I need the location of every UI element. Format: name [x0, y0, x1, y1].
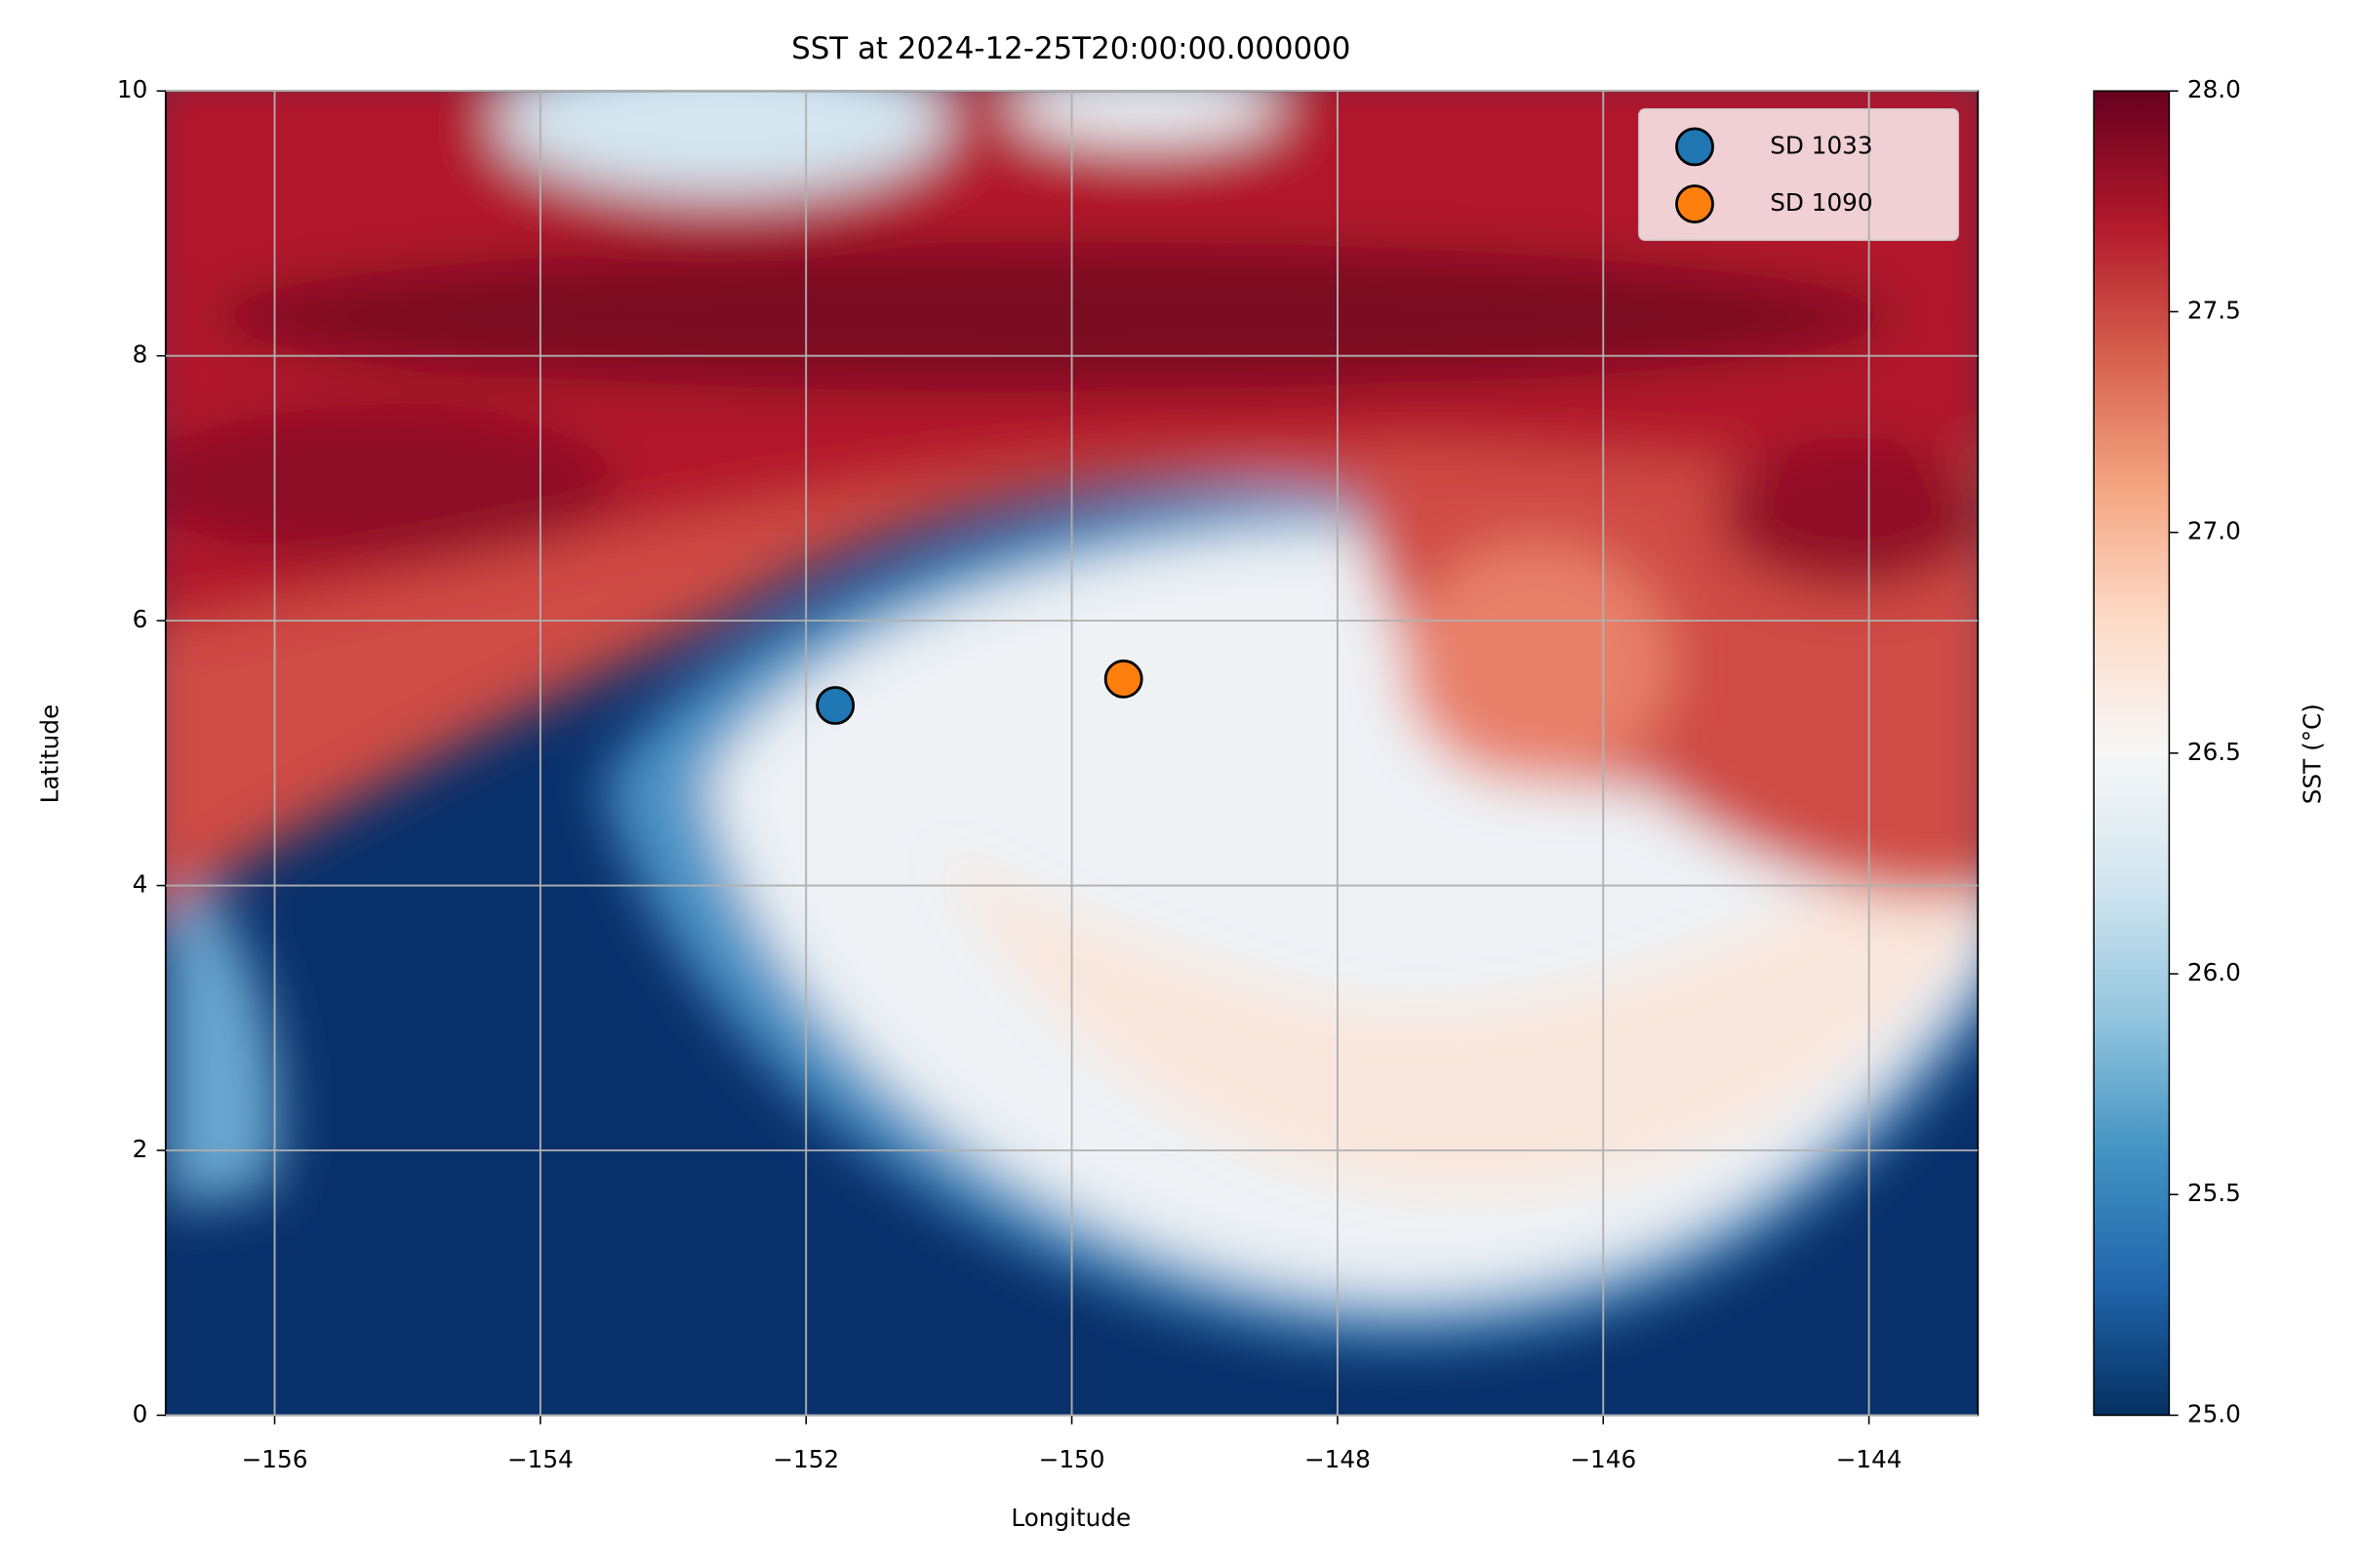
x-tick-label: −148: [1304, 1445, 1371, 1473]
legend-label: SD 1033: [1770, 131, 1872, 159]
colorbar-tick-label: 27.0: [2187, 517, 2241, 545]
x-tick-label: −154: [507, 1445, 574, 1473]
colorbar-tick-label: 28.0: [2187, 75, 2241, 103]
y-tick-label: 0: [133, 1399, 148, 1427]
colorbar-tick-label: 27.5: [2187, 296, 2241, 324]
x-tick-label: −152: [773, 1445, 839, 1473]
y-tick-label: 8: [133, 341, 148, 369]
colorbar-label: SST (°C): [2299, 704, 2327, 804]
legend-marker: [1675, 127, 1714, 167]
colorbar-tick-label: 26.5: [2187, 738, 2241, 766]
x-tick-label: −150: [1039, 1445, 1105, 1473]
colorbar: [2093, 90, 2171, 1417]
legend: [1638, 108, 1959, 241]
legend-marker: [1675, 184, 1714, 223]
y-axis-label: Latitude: [35, 704, 63, 804]
y-tick-label: 4: [133, 870, 148, 899]
sst-field: [165, 91, 1979, 1416]
colorbar-tick-label: 25.5: [2187, 1179, 2241, 1207]
scatter-point: [816, 686, 856, 725]
chart-title: SST at 2024-12-25T20:00:00.000000: [791, 31, 1350, 66]
x-tick-label: −144: [1836, 1445, 1902, 1473]
x-axis-label: Longitude: [1011, 1504, 1131, 1532]
legend-label: SD 1090: [1770, 188, 1872, 217]
colorbar-tick-label: 25.0: [2187, 1399, 2241, 1427]
colorbar-tick-label: 26.0: [2187, 958, 2241, 986]
scatter-point: [1103, 659, 1143, 699]
y-tick-label: 6: [133, 605, 148, 633]
x-tick-label: −146: [1570, 1445, 1636, 1473]
y-tick-label: 2: [133, 1135, 148, 1163]
x-tick-label: −156: [242, 1445, 308, 1473]
y-tick-label: 10: [117, 75, 147, 103]
